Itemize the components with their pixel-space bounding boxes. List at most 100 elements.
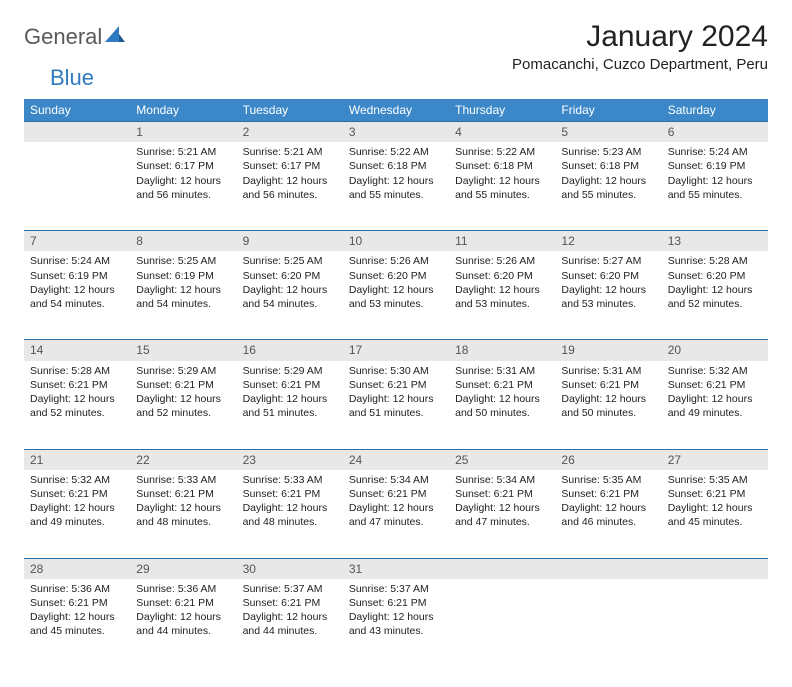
day-cell-content <box>449 579 555 586</box>
day-cell-content: Sunrise: 5:21 AMSunset: 6:17 PMDaylight:… <box>130 142 236 206</box>
daylight-text: Daylight: 12 hours and 52 minutes. <box>30 392 124 420</box>
day-cell: Sunrise: 5:25 AMSunset: 6:19 PMDaylight:… <box>130 251 236 340</box>
sunrise-text: Sunrise: 5:25 AM <box>136 254 230 268</box>
day-cell-content: Sunrise: 5:28 AMSunset: 6:21 PMDaylight:… <box>24 361 130 425</box>
day-number-cell: 19 <box>555 340 661 361</box>
day-cell: Sunrise: 5:35 AMSunset: 6:21 PMDaylight:… <box>555 470 661 559</box>
sunrise-text: Sunrise: 5:21 AM <box>136 145 230 159</box>
day-number: 24 <box>343 450 449 470</box>
sunrise-text: Sunrise: 5:31 AM <box>561 364 655 378</box>
daylight-text: Daylight: 12 hours and 44 minutes. <box>136 610 230 638</box>
day-number-cell: 14 <box>24 340 130 361</box>
day-number-cell: 26 <box>555 449 661 470</box>
day-number-cell <box>555 558 661 579</box>
day-number: 7 <box>24 231 130 251</box>
day-number-cell: 17 <box>343 340 449 361</box>
sunrise-text: Sunrise: 5:27 AM <box>561 254 655 268</box>
day-number-cell: 27 <box>662 449 768 470</box>
sunset-text: Sunset: 6:18 PM <box>561 159 655 173</box>
sunset-text: Sunset: 6:21 PM <box>668 378 762 392</box>
calendar-table: Sunday Monday Tuesday Wednesday Thursday… <box>24 99 768 667</box>
sunrise-text: Sunrise: 5:34 AM <box>349 473 443 487</box>
sunset-text: Sunset: 6:21 PM <box>243 487 337 501</box>
day-number-cell: 9 <box>237 231 343 252</box>
sunset-text: Sunset: 6:21 PM <box>349 378 443 392</box>
daylight-text: Daylight: 12 hours and 49 minutes. <box>30 501 124 529</box>
day-number-cell: 16 <box>237 340 343 361</box>
day-cell: Sunrise: 5:24 AMSunset: 6:19 PMDaylight:… <box>662 142 768 231</box>
day-cell: Sunrise: 5:21 AMSunset: 6:17 PMDaylight:… <box>130 142 236 231</box>
daylight-text: Daylight: 12 hours and 54 minutes. <box>136 283 230 311</box>
sunset-text: Sunset: 6:21 PM <box>136 378 230 392</box>
day-cell-content: Sunrise: 5:24 AMSunset: 6:19 PMDaylight:… <box>662 142 768 206</box>
logo-text-general: General <box>24 24 102 50</box>
sunset-text: Sunset: 6:21 PM <box>136 596 230 610</box>
sunrise-text: Sunrise: 5:36 AM <box>136 582 230 596</box>
day-cell-content <box>24 142 130 149</box>
daylight-text: Daylight: 12 hours and 50 minutes. <box>455 392 549 420</box>
day-cell: Sunrise: 5:35 AMSunset: 6:21 PMDaylight:… <box>662 470 768 559</box>
day-number-cell: 28 <box>24 558 130 579</box>
title-block: January 2024 Pomacanchi, Cuzco Departmen… <box>512 20 768 79</box>
day-number-cell: 29 <box>130 558 236 579</box>
day-cell-content: Sunrise: 5:36 AMSunset: 6:21 PMDaylight:… <box>130 579 236 643</box>
day-number-cell: 3 <box>343 122 449 143</box>
daylight-text: Daylight: 12 hours and 50 minutes. <box>561 392 655 420</box>
sunrise-text: Sunrise: 5:25 AM <box>243 254 337 268</box>
day-cell-content: Sunrise: 5:27 AMSunset: 6:20 PMDaylight:… <box>555 251 661 315</box>
sunset-text: Sunset: 6:19 PM <box>30 269 124 283</box>
daylight-text: Daylight: 12 hours and 47 minutes. <box>455 501 549 529</box>
day-number: 1 <box>130 122 236 142</box>
day-cell-content: Sunrise: 5:37 AMSunset: 6:21 PMDaylight:… <box>237 579 343 643</box>
day-number-cell <box>24 122 130 143</box>
day-number: 30 <box>237 559 343 579</box>
day-number: 9 <box>237 231 343 251</box>
day-number-cell <box>449 558 555 579</box>
day-cell-content: Sunrise: 5:25 AMSunset: 6:20 PMDaylight:… <box>237 251 343 315</box>
daylight-text: Daylight: 12 hours and 53 minutes. <box>349 283 443 311</box>
day-cell-content: Sunrise: 5:31 AMSunset: 6:21 PMDaylight:… <box>555 361 661 425</box>
daylight-text: Daylight: 12 hours and 55 minutes. <box>349 174 443 202</box>
day-number: 20 <box>662 340 768 360</box>
daylight-text: Daylight: 12 hours and 54 minutes. <box>243 283 337 311</box>
sunset-text: Sunset: 6:20 PM <box>455 269 549 283</box>
day-number-cell: 6 <box>662 122 768 143</box>
sunrise-text: Sunrise: 5:36 AM <box>30 582 124 596</box>
calendar-body: 123456Sunrise: 5:21 AMSunset: 6:17 PMDay… <box>24 122 768 667</box>
day-number <box>662 559 768 563</box>
day-number-cell: 13 <box>662 231 768 252</box>
sunset-text: Sunset: 6:19 PM <box>136 269 230 283</box>
day-number-row: 78910111213 <box>24 231 768 252</box>
daylight-text: Daylight: 12 hours and 47 minutes. <box>349 501 443 529</box>
sunset-text: Sunset: 6:18 PM <box>455 159 549 173</box>
month-title: January 2024 <box>512 20 768 54</box>
sunrise-text: Sunrise: 5:26 AM <box>349 254 443 268</box>
day-cell: Sunrise: 5:30 AMSunset: 6:21 PMDaylight:… <box>343 361 449 450</box>
day-content-row: Sunrise: 5:21 AMSunset: 6:17 PMDaylight:… <box>24 142 768 231</box>
day-cell-content: Sunrise: 5:22 AMSunset: 6:18 PMDaylight:… <box>343 142 449 206</box>
day-content-row: Sunrise: 5:36 AMSunset: 6:21 PMDaylight:… <box>24 579 768 667</box>
day-number-cell: 12 <box>555 231 661 252</box>
sunset-text: Sunset: 6:18 PM <box>349 159 443 173</box>
day-cell: Sunrise: 5:33 AMSunset: 6:21 PMDaylight:… <box>237 470 343 559</box>
sunset-text: Sunset: 6:21 PM <box>455 487 549 501</box>
day-cell-content: Sunrise: 5:31 AMSunset: 6:21 PMDaylight:… <box>449 361 555 425</box>
day-content-row: Sunrise: 5:32 AMSunset: 6:21 PMDaylight:… <box>24 470 768 559</box>
day-cell: Sunrise: 5:26 AMSunset: 6:20 PMDaylight:… <box>449 251 555 340</box>
day-cell-content: Sunrise: 5:23 AMSunset: 6:18 PMDaylight:… <box>555 142 661 206</box>
sunrise-text: Sunrise: 5:34 AM <box>455 473 549 487</box>
day-cell-content: Sunrise: 5:26 AMSunset: 6:20 PMDaylight:… <box>449 251 555 315</box>
daylight-text: Daylight: 12 hours and 56 minutes. <box>136 174 230 202</box>
day-number: 31 <box>343 559 449 579</box>
logo-text-blue: Blue <box>50 65 94 91</box>
daylight-text: Daylight: 12 hours and 52 minutes. <box>668 283 762 311</box>
day-cell-content: Sunrise: 5:22 AMSunset: 6:18 PMDaylight:… <box>449 142 555 206</box>
daylight-text: Daylight: 12 hours and 55 minutes. <box>668 174 762 202</box>
sunrise-text: Sunrise: 5:26 AM <box>455 254 549 268</box>
sunset-text: Sunset: 6:21 PM <box>30 487 124 501</box>
sunrise-text: Sunrise: 5:31 AM <box>455 364 549 378</box>
day-number-row: 14151617181920 <box>24 340 768 361</box>
sunset-text: Sunset: 6:21 PM <box>455 378 549 392</box>
sunrise-text: Sunrise: 5:24 AM <box>30 254 124 268</box>
day-number-cell: 24 <box>343 449 449 470</box>
